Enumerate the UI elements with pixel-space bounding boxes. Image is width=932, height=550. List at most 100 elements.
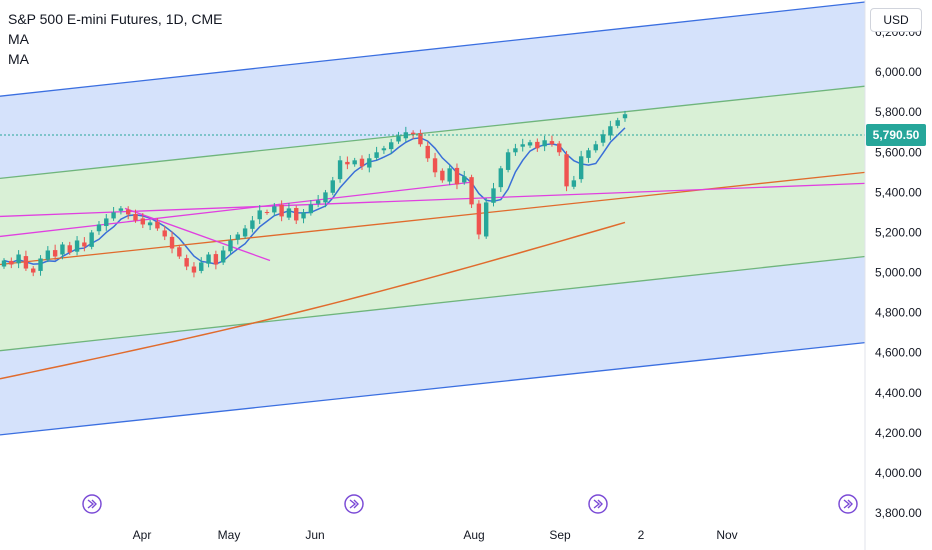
y-tick-label: 5,000.00 <box>875 266 922 280</box>
event-marker-icon[interactable] <box>344 494 364 514</box>
candle-body <box>359 158 365 167</box>
candle-body <box>133 214 138 221</box>
candle-body <box>38 258 43 271</box>
candle-body <box>250 220 255 229</box>
x-tick-label: Apr <box>133 528 152 542</box>
y-tick-label: 3,800.00 <box>875 506 922 520</box>
candle-body <box>549 141 555 145</box>
candle-body <box>220 250 226 263</box>
candle-body <box>82 242 87 247</box>
candle-body <box>600 134 606 143</box>
candle-body <box>447 168 452 182</box>
candle-body <box>557 143 562 153</box>
candle-body <box>286 208 292 218</box>
candle-body <box>184 258 189 267</box>
x-tick-label: Nov <box>716 528 737 542</box>
candle-body <box>104 218 109 227</box>
candle-body <box>60 244 65 255</box>
symbol-title[interactable]: S&P 500 E-mini Futures, 1D, CME <box>8 11 223 27</box>
upper-band <box>0 2 865 179</box>
trendline-up <box>0 181 471 238</box>
candle-body <box>96 224 102 232</box>
channel-line-mid-lower <box>0 255 866 352</box>
candle-body <box>374 152 379 158</box>
candle-body <box>162 230 167 237</box>
candle-body <box>272 206 277 213</box>
candle-body <box>578 156 584 180</box>
regression-line <box>0 171 866 266</box>
candle-body <box>410 132 416 135</box>
lower-band <box>0 256 865 435</box>
y-tick-label: 5,800.00 <box>875 105 922 119</box>
candle-body <box>381 148 387 151</box>
candle-body <box>498 168 503 188</box>
candle-body <box>169 236 175 249</box>
channel-line-upper <box>0 1 866 97</box>
y-tick-label: 5,400.00 <box>875 185 922 199</box>
y-tick-label: 4,400.00 <box>875 386 922 400</box>
candle-body <box>126 209 131 215</box>
candle-body <box>571 180 577 187</box>
candle-body <box>505 152 511 170</box>
candle-body <box>52 250 58 257</box>
candle-body <box>622 114 628 119</box>
candle-body <box>118 208 124 211</box>
candle-body <box>345 161 350 165</box>
candle-body <box>1 260 7 267</box>
candle-body <box>16 254 21 264</box>
candle-body <box>111 212 116 219</box>
candle-body <box>330 180 335 193</box>
candle-body <box>608 126 613 136</box>
candle-body <box>396 136 401 142</box>
event-markers[interactable] <box>82 494 858 514</box>
candle-body <box>315 200 321 204</box>
candle-body <box>593 144 598 151</box>
candle-body <box>389 142 394 150</box>
last-price-tag: 5,790.50 <box>866 124 926 146</box>
candle-body <box>206 254 211 264</box>
candle-body <box>213 254 219 265</box>
y-tick-label: 4,800.00 <box>875 306 922 320</box>
candle-body <box>279 204 284 217</box>
candle-body <box>228 240 233 252</box>
candle-body <box>23 256 29 269</box>
candle-body <box>177 247 182 257</box>
candle-body <box>432 158 438 173</box>
candle-body <box>308 204 314 214</box>
trendline-long <box>0 182 866 218</box>
candle-body <box>586 150 591 158</box>
candle-body <box>301 212 306 219</box>
candle-body <box>140 218 146 225</box>
candle-body <box>74 240 80 252</box>
y-tick-label: 5,600.00 <box>875 145 922 159</box>
candle-body <box>294 208 299 221</box>
x-axis-ticks: Apr May Jun Aug Sep 2 Nov <box>133 528 738 542</box>
event-marker-icon[interactable] <box>588 494 608 514</box>
candle-body <box>323 192 328 203</box>
candle-body <box>155 221 160 229</box>
ma-indicator-1[interactable]: MA <box>8 31 29 47</box>
price-axis <box>865 0 932 550</box>
candle-body <box>564 154 569 187</box>
candle-body <box>235 234 240 240</box>
currency-button[interactable]: USD <box>870 8 922 32</box>
candle-body <box>337 160 343 180</box>
channel-line-mid-upper <box>0 85 866 179</box>
x-tick-label: 2 <box>638 528 645 542</box>
event-marker-icon[interactable] <box>82 494 102 514</box>
candle-body <box>462 176 467 183</box>
x-tick-label: May <box>218 528 241 542</box>
x-tick-label: Sep <box>549 528 571 542</box>
candle-body <box>242 228 248 237</box>
event-marker-icon[interactable] <box>838 494 858 514</box>
y-tick-label: 6,000.00 <box>875 65 922 79</box>
candle-body <box>476 203 482 235</box>
candle-body <box>257 210 262 220</box>
candle-body <box>264 212 270 214</box>
marker-arrow <box>593 499 603 509</box>
ma-indicator-2[interactable]: MA <box>8 51 29 67</box>
y-tick-label: 4,000.00 <box>875 466 922 480</box>
marker-arrow <box>87 499 97 509</box>
candle-body <box>352 160 357 165</box>
